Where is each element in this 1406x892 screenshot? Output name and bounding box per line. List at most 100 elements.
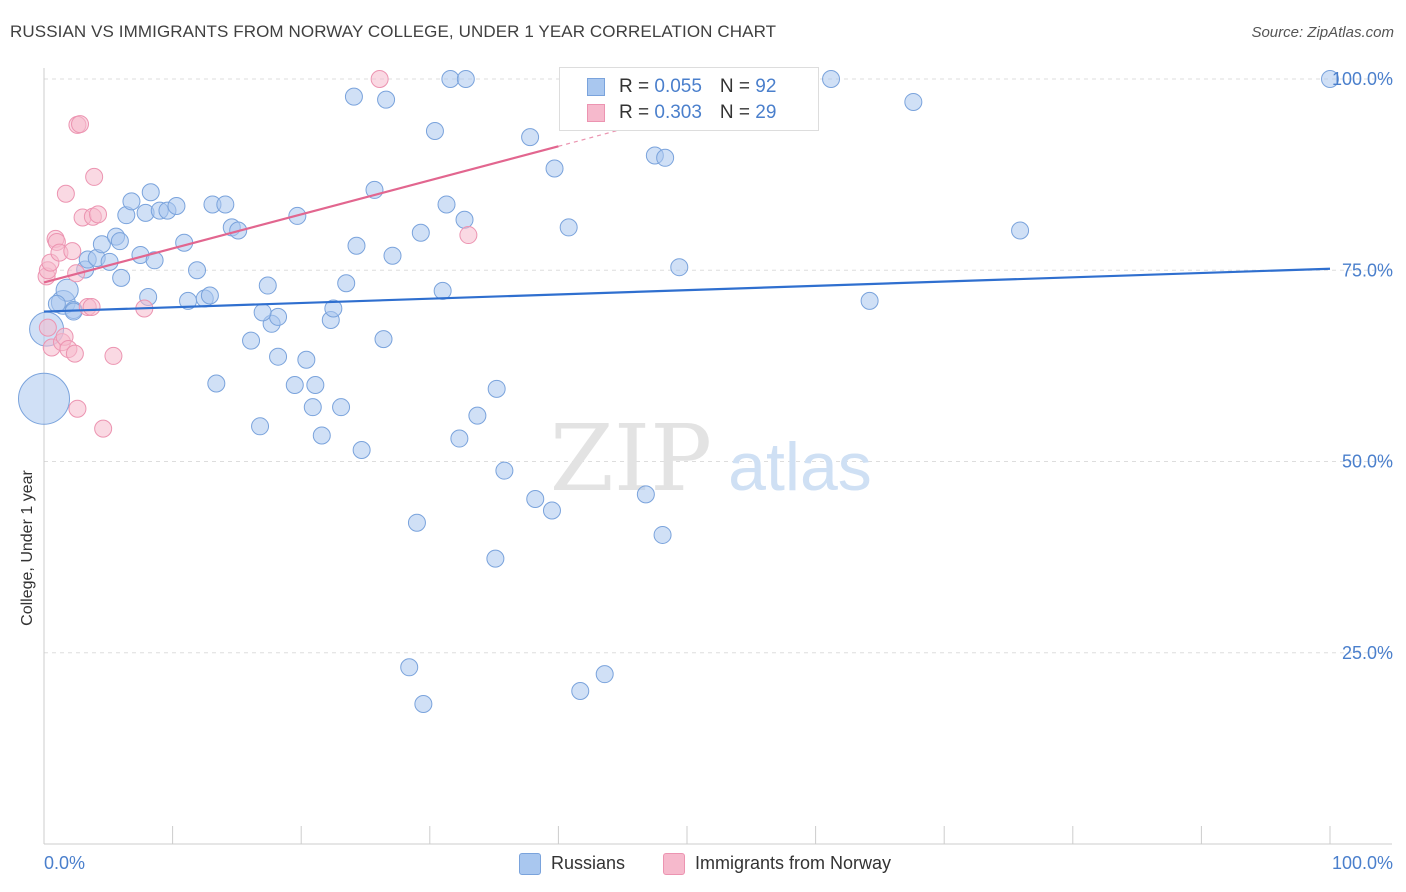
r-label: R = — [619, 102, 655, 123]
y-tick-label-2: 75.0% — [1342, 260, 1393, 280]
russians-point — [352, 441, 371, 460]
n-value: 29 — [755, 102, 777, 123]
russians-point — [269, 307, 288, 326]
russians-points — [18, 70, 1339, 714]
norway-point — [459, 226, 478, 245]
russians-point — [822, 70, 841, 88]
russians-point — [495, 461, 514, 480]
russians-point — [344, 87, 363, 106]
russians-point — [207, 374, 226, 393]
russians-point — [297, 350, 316, 369]
russians-point — [595, 665, 614, 684]
russians-point — [468, 406, 487, 425]
russians-point — [383, 246, 402, 265]
russians-point — [47, 294, 66, 313]
norway-points — [37, 70, 478, 438]
norway-point — [65, 344, 84, 363]
norway-point — [94, 419, 113, 438]
x-tick-label-1: 100.0% — [1332, 853, 1393, 873]
russians-point — [670, 258, 689, 277]
norway-point — [85, 167, 104, 186]
norway-point — [68, 399, 87, 418]
russians-point — [414, 695, 433, 714]
norway-swatch — [587, 104, 605, 122]
russians-point — [141, 183, 160, 202]
russians-point — [1321, 70, 1339, 88]
russians-point — [521, 128, 540, 147]
y-tick-label-0: 25.0% — [1342, 643, 1393, 663]
russians-point — [433, 281, 452, 300]
russians-point — [377, 90, 396, 109]
russians-point — [200, 286, 219, 305]
russians-point — [400, 658, 419, 677]
norway-legend-label: Immigrants from Norway — [695, 853, 892, 873]
russians-point — [258, 276, 277, 295]
chart-source: Source: ZipAtlas.com — [1251, 24, 1394, 41]
russians-point — [269, 347, 288, 366]
norway-stats: R = 0.303 N = 29 — [619, 102, 776, 124]
russians-point — [253, 303, 272, 322]
russians-point — [545, 159, 564, 178]
russians-point — [374, 330, 393, 349]
norway-point — [104, 346, 123, 365]
russians-point — [112, 268, 131, 287]
y-tick-label-3: 100.0% — [1332, 69, 1393, 89]
tick-labels: 25.0% 50.0% 75.0% 100.0% 0.0% 100.0% — [44, 69, 1393, 873]
russians-point — [487, 379, 506, 398]
russians-point — [425, 122, 444, 141]
russians-point — [18, 372, 70, 425]
y-tick-label-1: 50.0% — [1342, 452, 1393, 472]
russians-point — [251, 417, 270, 436]
russians-point — [486, 549, 505, 568]
russians-point — [904, 92, 923, 111]
norway-trend-line — [43, 145, 559, 284]
n-value: 92 — [755, 76, 777, 97]
russians-point — [656, 148, 675, 167]
russians-point — [303, 398, 322, 417]
legend-item-russians: Russians — [519, 853, 626, 876]
russians-swatch — [587, 78, 605, 96]
russians-legend-label: Russians — [551, 853, 626, 873]
correlation-legend: R = 0.055 N = 92 R = 0.303 N = 29 — [559, 67, 819, 131]
trend-lines — [43, 118, 1331, 313]
norway-point — [71, 115, 90, 134]
russians-point — [636, 485, 655, 504]
russians-point — [312, 426, 331, 445]
series-legend: Russians Immigrants from Norway — [0, 853, 1406, 877]
russians-point — [411, 223, 430, 242]
russians-point — [653, 525, 672, 544]
norway-point — [82, 297, 101, 316]
norway-point — [56, 184, 75, 203]
russians-point — [92, 235, 111, 254]
watermark-zip: ZIP — [550, 405, 712, 512]
russians-point — [450, 429, 469, 448]
r-value: 0.303 — [654, 102, 702, 123]
r-value: 0.055 — [654, 76, 702, 97]
russians-point — [542, 501, 561, 520]
russians-point — [407, 513, 426, 532]
russians-point — [456, 70, 475, 88]
russians-point — [1011, 221, 1030, 240]
russians-point — [337, 274, 356, 293]
russians-point — [167, 196, 186, 215]
russians-stats: R = 0.055 N = 92 — [619, 76, 776, 98]
russians-point — [559, 218, 578, 237]
russians-point — [55, 278, 79, 302]
russians-legend-swatch — [519, 853, 541, 876]
norway-legend-swatch — [663, 853, 685, 876]
russians-point — [216, 195, 235, 214]
russians-point — [324, 299, 343, 318]
russians-point — [571, 682, 590, 700]
russians-point — [285, 376, 304, 394]
watermark: ZIP atlas — [550, 405, 872, 512]
russians-point — [437, 195, 456, 214]
russians-point — [145, 251, 164, 270]
russians-point — [332, 398, 351, 417]
norway-point — [89, 205, 108, 224]
n-label: N = — [719, 76, 756, 97]
n-label: N = — [719, 102, 756, 123]
norway-point — [370, 70, 389, 88]
x-tick-label-0: 0.0% — [44, 853, 85, 873]
russians-point — [188, 261, 207, 280]
